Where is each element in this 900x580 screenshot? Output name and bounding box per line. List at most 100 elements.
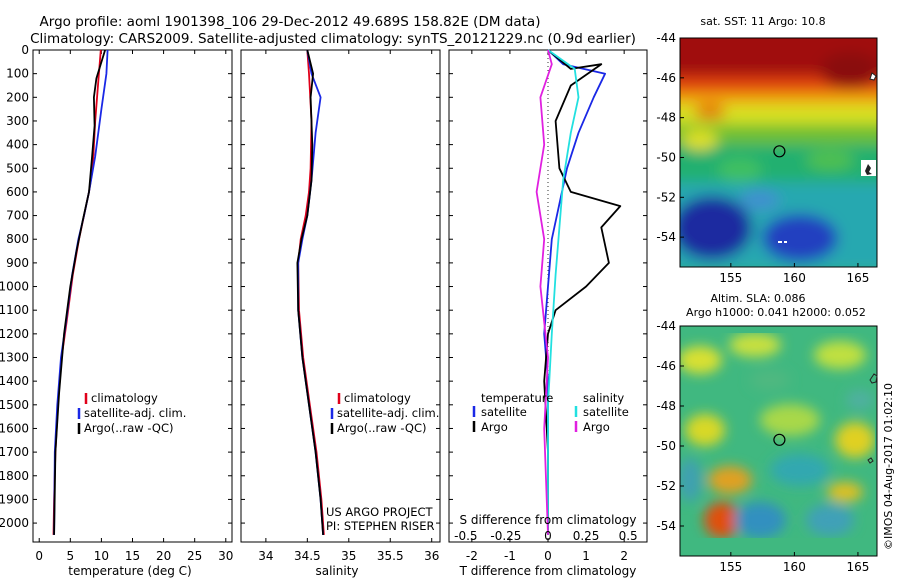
depth-tick-label: 500	[6, 161, 29, 175]
x-tick-label: 1	[582, 549, 590, 563]
difference-lines	[535, 49, 622, 542]
sst-island-icon	[778, 72, 877, 243]
map-y-tick-label: -50	[656, 439, 676, 453]
depth-tick-label: 400	[6, 138, 29, 152]
depth-axis-ticks: 0 100 200 300 400 500 600 700 800 900 1000 1100 1200…	[0, 43, 232, 530]
sst-map-panel: sat. SST: 11 Argo: 10.8	[656, 15, 878, 285]
imos-credit: ©IMOS 04-Aug-2017 01:02:10	[882, 383, 895, 550]
series-salinity-argo	[535, 49, 553, 535]
figure-title-line1: Argo profile: aoml 1901398_106 29-Dec-20…	[40, 14, 541, 30]
sla-coast-icon	[867, 373, 878, 464]
legend-title-salinity: salinity	[583, 391, 624, 405]
legend-label-satellite-adj: satellite-adj. clim.	[84, 406, 186, 420]
x-tick-label: 5	[66, 549, 74, 563]
depth-tick-label: 1000	[0, 280, 29, 294]
depth-tick-label: 1600	[0, 421, 29, 435]
series-temperature-argo	[543, 49, 622, 535]
depth-tick-label: 300	[6, 114, 29, 128]
depth-tick-label: 600	[6, 185, 29, 199]
depth-tick-label: 1200	[0, 327, 29, 341]
map-y-tick-label: -44	[656, 319, 676, 333]
depth-tick-label: 200	[6, 90, 29, 104]
x-tick-label: 15	[125, 549, 140, 563]
x-tick-label: -2	[466, 549, 478, 563]
legend-label-satellite-adj: satellite-adj. clim.	[337, 406, 439, 420]
depth-tick-label: 1900	[0, 492, 29, 506]
x-tick-label: 36	[424, 549, 439, 563]
salinity-plot-frame	[240, 49, 441, 543]
sla-map-frame	[679, 325, 878, 557]
project-annotation: US ARGO PROJECT	[326, 505, 434, 519]
legend-label-temp-argo: Argo	[481, 420, 508, 434]
map-x-tick-label: 160	[783, 271, 806, 285]
series-argo-raw-qc-	[53, 49, 106, 535]
salinity-lines	[296, 49, 325, 535]
series-argo-raw-qc-	[296, 49, 324, 535]
difference-x-ticks: -2 -1 0 1 2	[466, 50, 628, 563]
x-tick-label: 35.5	[377, 549, 404, 563]
temperature-legend: climatology satellite-adj. clim. Argo(..…	[77, 391, 186, 435]
x-tick-label: 35	[341, 549, 356, 563]
sla-map-panel: Altim. SLA: 0.086 Argo h1000: 0.041 h200…	[656, 292, 878, 574]
x-tick-label: 34	[258, 549, 273, 563]
depth-tick-label: 1100	[0, 303, 29, 317]
salinity-depth-ticks	[241, 49, 440, 524]
sst-profile-marker	[773, 145, 786, 158]
s-diff-tick-label: 0	[544, 529, 552, 543]
x-tick-label: 34.5	[294, 549, 321, 563]
sst-map-axes: 155 160 165 -44 -46 -48 -50 -52 -54	[656, 31, 869, 285]
map-y-tick-label: -46	[656, 71, 676, 85]
pi-annotation: PI: STEPHEN RISER	[326, 519, 435, 533]
sla-field	[680, 326, 877, 556]
x-tick-label: 2	[620, 549, 628, 563]
s-diff-tick-label: -0.25	[490, 529, 521, 543]
series-salinity-satellite	[547, 49, 580, 535]
sst-field	[680, 38, 877, 267]
map-y-tick-label: -52	[656, 479, 676, 493]
x-tick-label: 20	[156, 549, 171, 563]
salinity-difference-ticks: -0.5 -0.25 0 0.25 0.5	[454, 529, 638, 543]
x-tick-label: 25	[187, 549, 202, 563]
x-tick-label: 0	[35, 549, 43, 563]
sst-map-title: sat. SST: 11 Argo: 10.8	[700, 15, 825, 28]
depth-tick-label: 100	[6, 67, 29, 81]
depth-tick-label: 1800	[0, 469, 29, 483]
map-x-tick-label: 155	[719, 271, 742, 285]
depth-tick-label: 2000	[0, 516, 29, 530]
x-tick-label: 30	[218, 549, 233, 563]
difference-panel: -2 -1 0 1 2 S difference from climatology -0…	[448, 49, 648, 578]
depth-tick-label: 800	[6, 232, 29, 246]
s-diff-tick-label: 0.25	[573, 529, 600, 543]
temperature-lines	[52, 49, 109, 535]
depth-tick-label: 1700	[0, 445, 29, 459]
sla-profile-marker	[773, 433, 786, 446]
temperature-x-label: temperature (deg C)	[68, 564, 191, 578]
s-diff-tick-label: -0.5	[454, 529, 477, 543]
temperature-x-ticks: 0 5 10 15 20 25 30	[35, 50, 233, 563]
map-y-tick-label: -54	[656, 519, 676, 533]
depth-tick-label: 0	[21, 43, 29, 57]
x-tick-label: -1	[504, 549, 516, 563]
map-y-tick-label: -50	[656, 150, 676, 164]
map-y-tick-label: -54	[656, 230, 676, 244]
x-tick-label: 10	[94, 549, 109, 563]
sla-map-title-line2: Argo h1000: 0.041 h2000: 0.052	[686, 306, 866, 319]
salinity-legend: climatology satellite-adj. clim. Argo(..…	[330, 391, 439, 435]
map-y-tick-label: -48	[656, 399, 676, 413]
series-temperature-satellite	[543, 49, 606, 535]
legend-title-temperature: temperature	[481, 391, 553, 405]
salinity-x-ticks: 34 34.5 35 35.5 36	[258, 50, 439, 563]
x-tick-label: 0	[544, 549, 552, 563]
map-x-tick-label: 160	[783, 560, 806, 574]
depth-tick-label: 1400	[0, 374, 29, 388]
map-x-tick-label: 165	[846, 560, 869, 574]
depth-tick-label: 900	[6, 256, 29, 270]
map-y-tick-label: -44	[656, 31, 676, 45]
s-difference-label: S difference from climatology	[460, 513, 637, 527]
difference-depth-ticks	[449, 49, 647, 524]
s-diff-tick-label: 0.5	[619, 529, 638, 543]
map-y-tick-label: -52	[656, 190, 676, 204]
legend-label-argo: Argo(..raw -QC)	[84, 421, 174, 435]
map-x-tick-label: 165	[846, 271, 869, 285]
legend-label-climatology: climatology	[91, 391, 158, 405]
